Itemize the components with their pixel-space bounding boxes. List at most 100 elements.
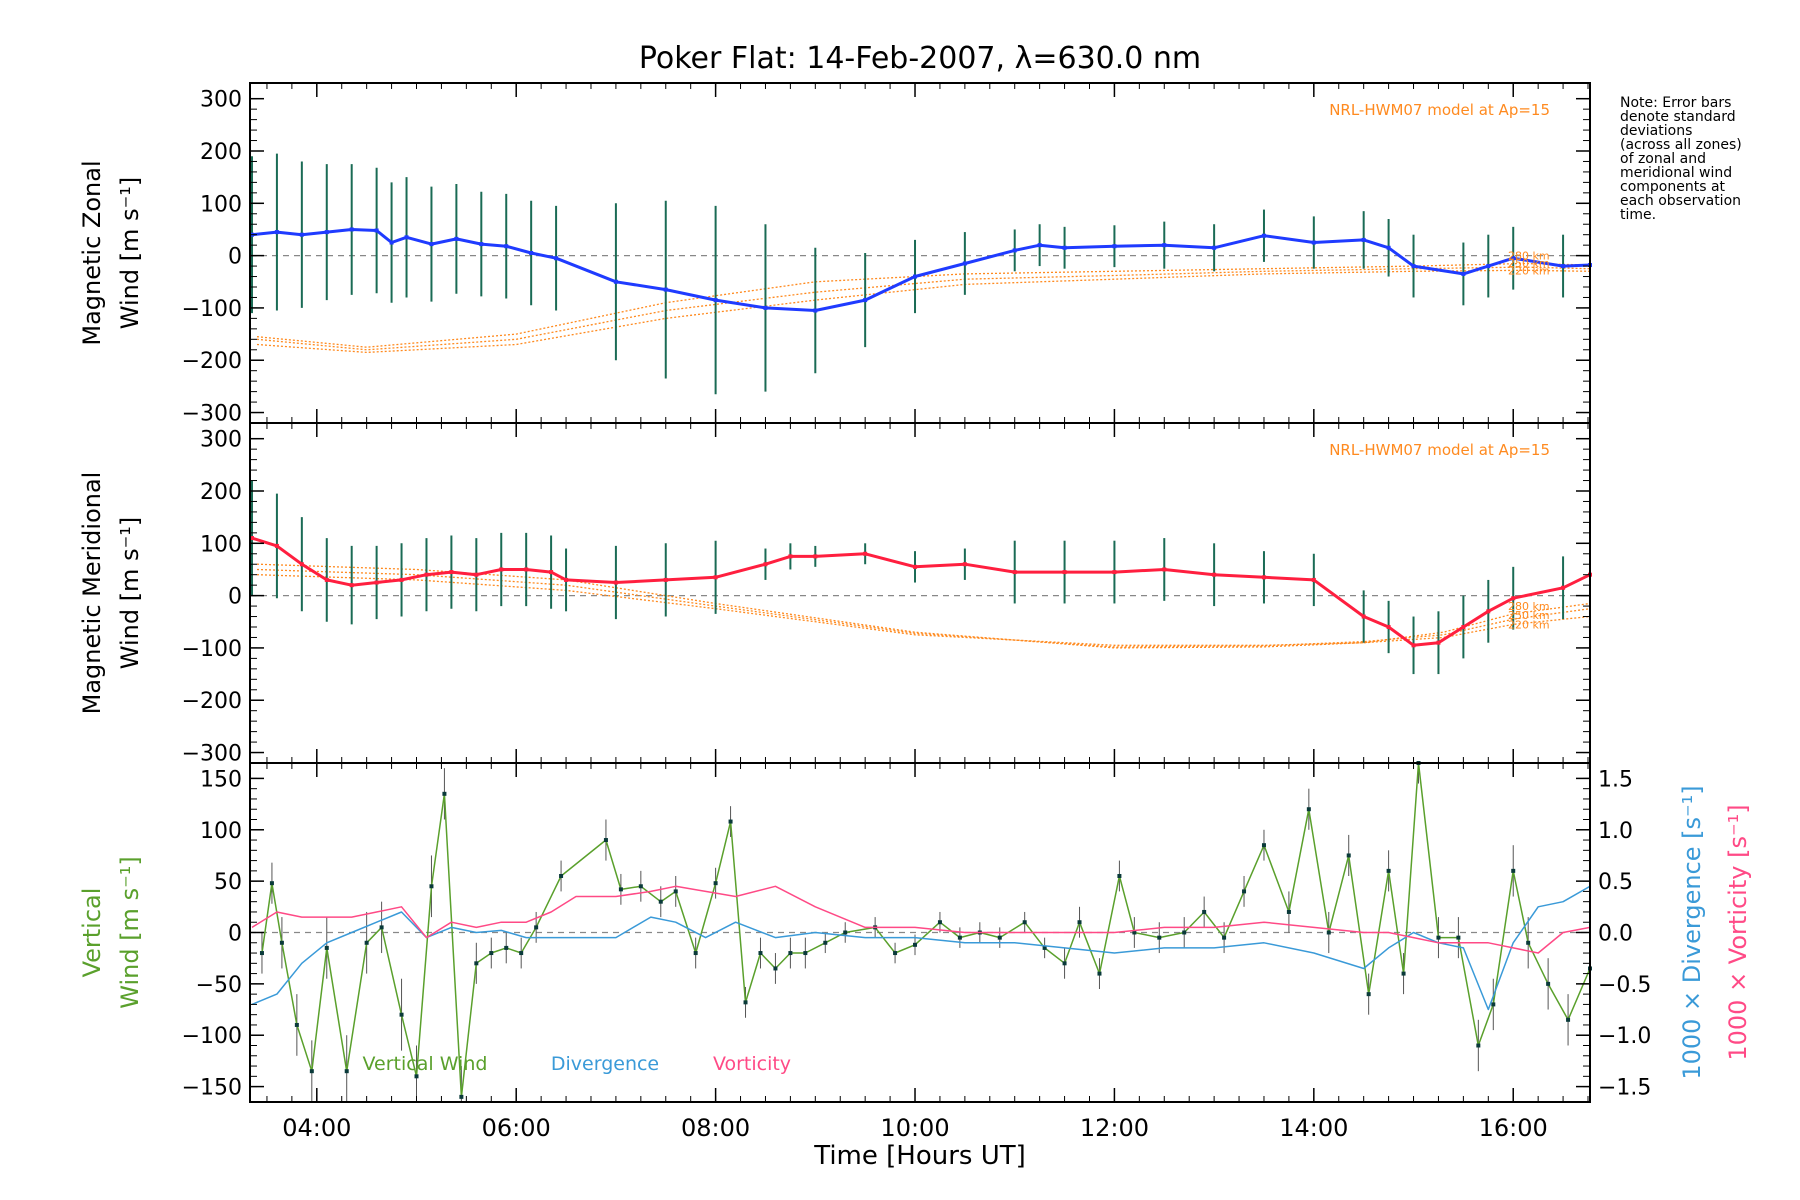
y-tick-label: −50 <box>196 973 242 998</box>
data-point <box>344 1069 349 1074</box>
y-tick-label: 300 <box>200 428 242 453</box>
x-axis-label: Time [Hours UT] <box>813 1141 1026 1171</box>
data-point <box>269 881 274 886</box>
x-tick-label: 16:00 <box>1479 1114 1548 1142</box>
data-point <box>309 1069 314 1074</box>
model-label: NRL-HWM07 model at Ap=15 <box>1329 441 1550 459</box>
data-point <box>962 261 967 266</box>
data-point <box>1212 572 1217 577</box>
error-bar-note: Note: Error bars denote standard deviati… <box>1620 96 1790 222</box>
data-point <box>813 554 818 559</box>
data-point <box>693 951 698 956</box>
y-axis-label-line1: Magnetic Zonal <box>78 160 106 345</box>
data-point <box>937 920 942 925</box>
data-point <box>863 551 868 556</box>
data-point <box>249 536 254 541</box>
x-tick-label: 10:00 <box>880 1114 949 1142</box>
y-tick-label: 0 <box>228 585 242 610</box>
data-point <box>404 235 409 240</box>
data-point <box>349 227 354 232</box>
data-point <box>489 951 494 956</box>
data-point <box>479 242 484 247</box>
data-point <box>1386 868 1391 873</box>
data-point <box>449 570 454 575</box>
data-point <box>713 881 718 886</box>
series-line-zonal-wind <box>251 228 1591 312</box>
data-point <box>673 889 678 894</box>
data-point <box>474 961 479 966</box>
data-point <box>1361 237 1366 242</box>
data-point <box>1261 233 1266 238</box>
note-line: time. <box>1620 207 1657 223</box>
data-point <box>1202 909 1207 914</box>
data-point <box>429 884 434 889</box>
data-point <box>1112 570 1117 575</box>
data-point <box>529 251 534 255</box>
data-point <box>728 819 733 824</box>
y-tick-label: −200 <box>182 689 242 714</box>
x-tick-label: 12:00 <box>1080 1114 1149 1142</box>
data-point <box>913 942 918 947</box>
y-tick-label: 100 <box>200 532 242 557</box>
data-point <box>1546 981 1551 986</box>
series-line-meridional-wind <box>251 536 1591 647</box>
note-line: of zonal and <box>1620 151 1706 167</box>
data-point <box>1511 868 1516 873</box>
data-point <box>299 232 304 237</box>
series-line-divergence <box>251 885 1591 1011</box>
y-tick-label: −100 <box>182 297 242 322</box>
data-point <box>1182 930 1187 935</box>
data-point <box>843 930 848 935</box>
right-y-tick-label: −0.5 <box>1598 973 1651 998</box>
x-tick-label: 04:00 <box>282 1114 351 1142</box>
data-point <box>1456 935 1461 940</box>
data-point <box>1037 243 1042 248</box>
data-point <box>658 899 663 904</box>
data-point <box>399 1012 404 1017</box>
right-y-tick-label: 1.0 <box>1598 819 1633 844</box>
y-tick-label: −300 <box>182 742 242 767</box>
data-point <box>504 945 509 950</box>
data-point <box>364 940 369 945</box>
data-point <box>1062 245 1067 250</box>
data-point <box>274 543 279 548</box>
panel-meridional: 300 200 100 0 −100 −200 −300 Magnetic Meridiona… <box>78 422 1592 767</box>
y-tick-label: −150 <box>182 1076 242 1101</box>
data-point <box>788 951 793 956</box>
data-point <box>1366 992 1371 997</box>
data-point <box>713 298 718 303</box>
note-line: deviations <box>1620 123 1693 139</box>
y-tick-label: 200 <box>200 140 242 165</box>
data-point <box>1411 643 1416 648</box>
data-point <box>389 240 394 245</box>
data-point <box>519 951 524 956</box>
data-point <box>1261 575 1266 580</box>
data-point <box>1436 935 1441 940</box>
model-label: NRL-HWM07 model at Ap=15 <box>1329 101 1550 119</box>
data-point <box>1212 245 1217 250</box>
data-point <box>763 305 768 310</box>
x-tick-label: 06:00 <box>482 1114 551 1142</box>
data-point <box>1361 614 1366 619</box>
data-point <box>913 564 918 569</box>
data-point <box>773 966 778 971</box>
data-point <box>962 562 967 567</box>
data-point <box>349 583 354 588</box>
x-tick-label: 08:00 <box>681 1114 750 1142</box>
note-line: denote standard <box>1620 109 1736 125</box>
model-height-label: 250 km <box>1508 257 1550 270</box>
data-point <box>663 287 668 292</box>
data-point <box>1511 596 1516 601</box>
model-height-label: 280 km <box>1508 600 1550 613</box>
panel-vertical: 150 100 50 0 −50 −100 −150 Vertical Wind [m s⁻¹]… <box>78 761 1752 1142</box>
data-point <box>524 567 529 572</box>
data-point <box>279 940 284 945</box>
data-point <box>442 791 447 796</box>
data-point <box>758 951 763 956</box>
data-point <box>1326 930 1331 935</box>
data-point <box>559 874 564 878</box>
data-point <box>1162 567 1167 572</box>
x-tick-label: 14:00 <box>1279 1114 1348 1142</box>
data-point <box>1436 640 1441 645</box>
legend-item: Vorticity <box>713 1053 791 1075</box>
